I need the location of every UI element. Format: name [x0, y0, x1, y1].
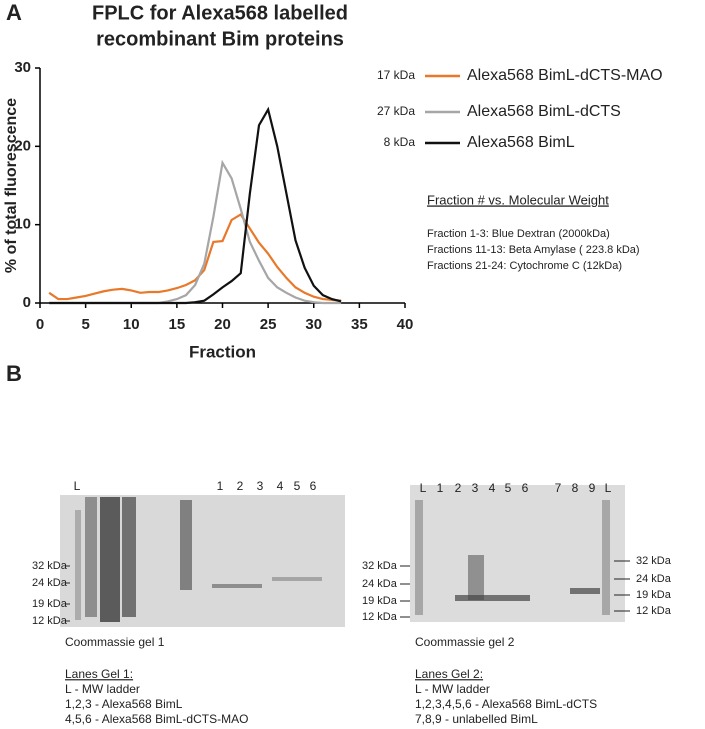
lanes-line: L - MW ladder — [415, 682, 490, 696]
lane-label: 4 — [489, 481, 496, 495]
lane-label: 6 — [522, 481, 529, 495]
marker-label: 32 kDa — [362, 560, 398, 572]
x-tick-label: 5 — [81, 316, 89, 333]
legend-size: 8 kDa — [384, 135, 416, 149]
x-tick-label: 10 — [123, 316, 140, 333]
notes-line: Fractions 21-24: Cytochrome C (12kDa) — [427, 260, 622, 272]
notes-title: Fraction # vs. Molecular Weight — [427, 192, 609, 207]
x-tick-label: 15 — [169, 316, 186, 333]
x-tick-label: 20 — [214, 316, 231, 333]
lane-label: 9 — [589, 481, 596, 495]
lane-label: 2 — [455, 481, 462, 495]
marker-label: 24 kDa — [362, 578, 398, 590]
marker-label: 19 kDa — [32, 598, 68, 610]
legend-label: Alexa568 BimL-dCTS-MAO — [467, 67, 663, 84]
lanes-line: 7,8,9 - unlabelled BimL — [415, 712, 538, 726]
lane-label: 3 — [472, 481, 479, 495]
lane-label: 1 — [437, 481, 444, 495]
lanes-title: Lanes Gel 1: — [65, 667, 133, 681]
lane-label: 5 — [505, 481, 512, 495]
y-tick-label: 20 — [14, 137, 31, 154]
x-axis-title: Fraction — [189, 342, 256, 361]
x-tick-label: 35 — [351, 316, 368, 333]
gel-caption: Coommassie gel 2 — [415, 635, 515, 649]
lane-label: L — [420, 481, 427, 495]
lanes-line: 1,2,3 - Alexa568 BimL — [65, 697, 183, 711]
lane-label: L — [605, 481, 612, 495]
x-tick-label: 40 — [397, 316, 414, 333]
lanes-line: 1,2,3,4,5,6 - Alexa568 BimL-dCTS — [415, 697, 597, 711]
y-tick-label: 30 — [14, 59, 31, 76]
chart-title: recombinant Bim proteins — [96, 28, 344, 50]
y-tick-label: 10 — [14, 216, 31, 233]
y-tick-label: 0 — [23, 294, 31, 311]
marker-label: 19 kDa — [636, 589, 672, 601]
marker-label: 24 kDa — [636, 573, 672, 585]
lane-label: 7 — [555, 481, 562, 495]
legend-label: Alexa568 BimL-dCTS — [467, 103, 621, 120]
marker-label: 32 kDa — [636, 555, 672, 567]
marker-label: 12 kDa — [362, 611, 398, 623]
notes-line: Fractions 11-13: Beta Amylase ( 223.8 kD… — [427, 244, 640, 256]
notes-line: Fraction 1-3: Blue Dextran (2000kDa) — [427, 228, 610, 240]
lane-label: 1 — [217, 479, 224, 493]
series-line — [48, 212, 342, 302]
gel-bands — [75, 497, 610, 622]
lane-label: L — [74, 479, 81, 493]
lanes-title: Lanes Gel 2: — [415, 667, 483, 681]
lane-label: 4 — [277, 479, 284, 493]
lanes-line: 4,5,6 - Alexa568 BimL-dCTS-MAO — [65, 712, 248, 726]
lane-label: 3 — [257, 479, 264, 493]
lane-label: 2 — [237, 479, 244, 493]
marker-label: 12 kDa — [32, 615, 68, 627]
legend-size: 17 kDa — [377, 68, 415, 82]
y-axis-title: % of total fluorescence — [3, 98, 20, 273]
lane-label: 6 — [310, 479, 317, 493]
series-line — [49, 159, 342, 305]
series-line — [49, 106, 342, 305]
chart-title: FPLC for Alexa568 labelled — [92, 2, 348, 24]
lanes-line: L - MW ladder — [65, 682, 140, 696]
lane-label: 8 — [572, 481, 579, 495]
marker-label: 24 kDa — [32, 577, 68, 589]
panel-label: B — [6, 361, 22, 386]
gel-2-image — [410, 485, 625, 622]
panel-label: A — [6, 0, 22, 25]
legend-label: Alexa568 BimL — [467, 134, 575, 151]
gel-caption: Coommassie gel 1 — [65, 635, 165, 649]
x-tick-label: 30 — [305, 316, 322, 333]
x-tick-label: 25 — [260, 316, 277, 333]
lane-label: 5 — [294, 479, 301, 493]
marker-label: 12 kDa — [636, 605, 672, 617]
legend-size: 27 kDa — [377, 104, 415, 118]
marker-label: 19 kDa — [362, 595, 398, 607]
x-tick-label: 0 — [36, 316, 44, 333]
marker-label: 32 kDa — [32, 560, 68, 572]
